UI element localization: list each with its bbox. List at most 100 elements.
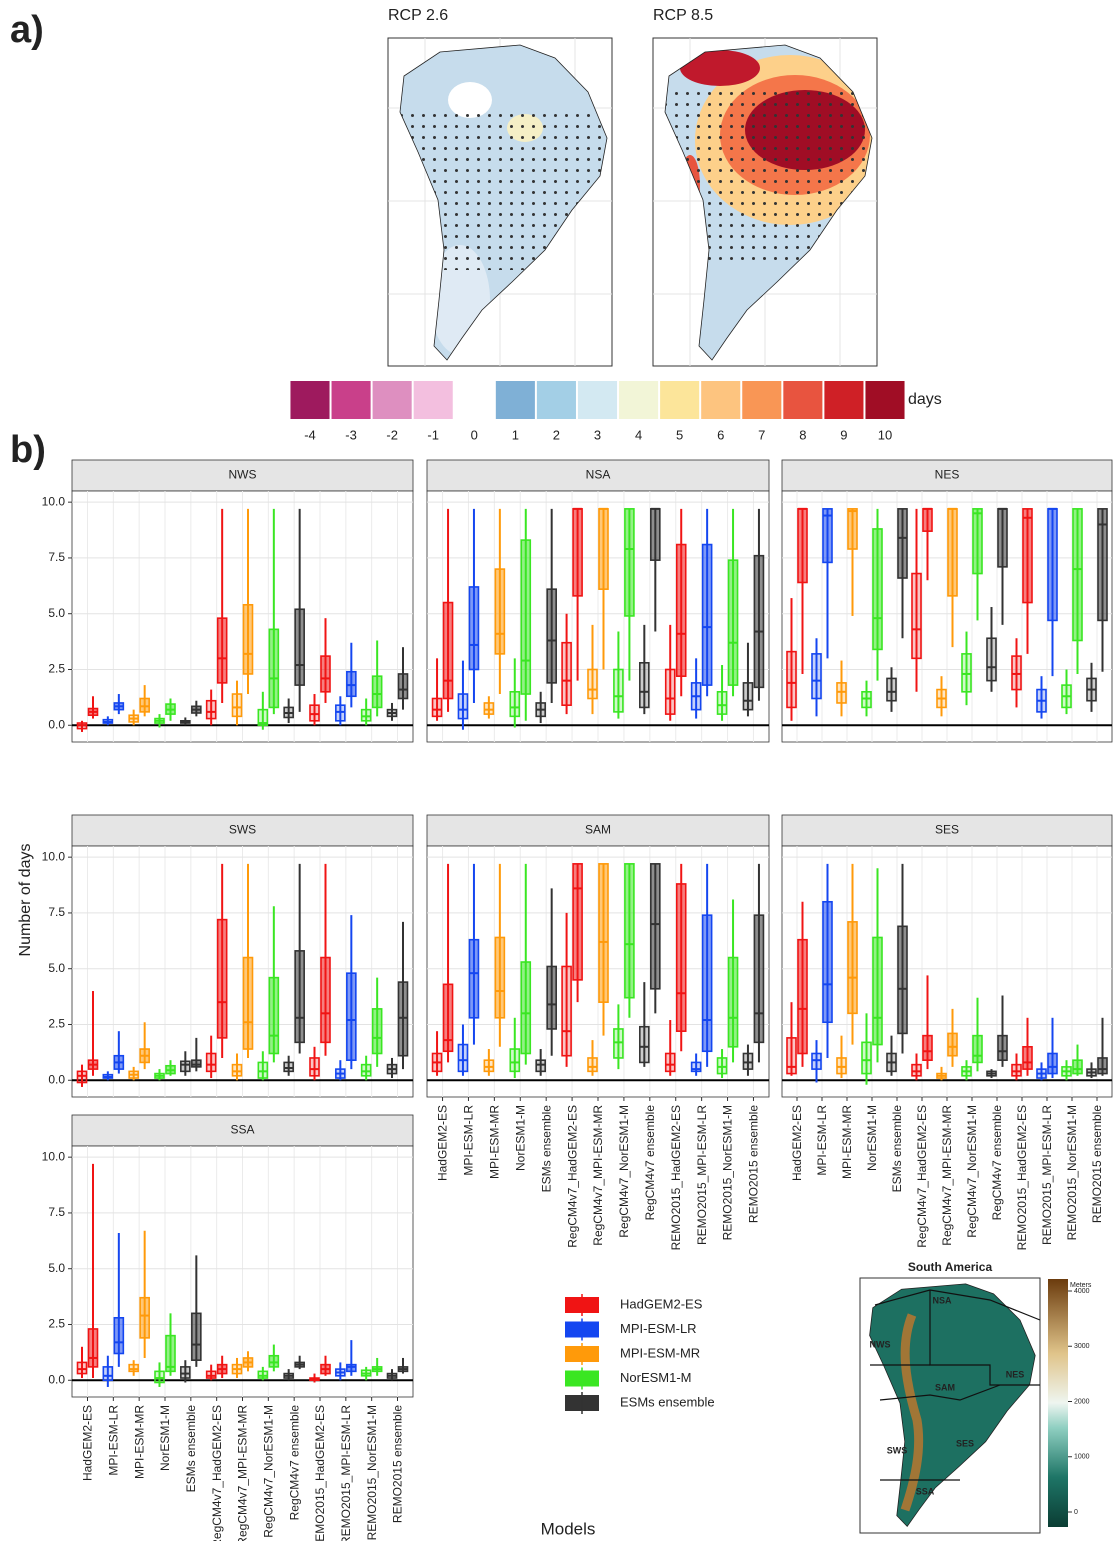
colorbar-label: -3 [345, 427, 357, 442]
map-rcp85 [653, 38, 885, 366]
box [373, 676, 382, 707]
colorbar-label: 2 [553, 427, 560, 442]
box [347, 1365, 356, 1372]
x-tick-label: REMO2015_HadGEM2-ES [669, 1105, 683, 1250]
box [651, 864, 660, 989]
box [666, 1053, 675, 1071]
colorbar-swatch [701, 381, 740, 419]
box [399, 982, 408, 1056]
box [207, 1053, 216, 1071]
box [269, 978, 278, 1054]
box [347, 672, 356, 697]
box [562, 643, 571, 705]
box [1023, 509, 1032, 603]
box [373, 1009, 382, 1054]
x-tick-label: RegCM4v7_NorESM1-M [965, 1105, 979, 1238]
elevation-label: 1000 [1074, 1454, 1090, 1461]
colorbar-swatch [414, 381, 453, 419]
box [510, 1049, 519, 1071]
box [495, 569, 504, 654]
map-rcp26 [388, 38, 612, 366]
box [562, 966, 571, 1055]
colorbar-label: 6 [717, 427, 724, 442]
x-tick-label: RegCM4v7_MPI-ESM-MR [940, 1105, 954, 1246]
box [898, 509, 907, 578]
box [89, 1329, 98, 1367]
x-tick-label: MPI-ESM-LR [462, 1105, 476, 1176]
region-label: NWS [870, 1339, 891, 1349]
elevation-label: 2000 [1074, 1398, 1090, 1405]
colorbar-swatch [578, 381, 617, 419]
elevation-label: 4000 [1074, 1288, 1090, 1295]
box [207, 701, 216, 719]
box [599, 509, 608, 589]
colorbar-label: 1 [512, 427, 519, 442]
box [484, 1060, 493, 1071]
box [458, 694, 467, 719]
box [469, 587, 478, 670]
box [754, 915, 763, 1042]
y-tick-label: 7.5 [48, 905, 65, 919]
y-tick-label: 0.0 [48, 717, 65, 731]
colorbar-swatch [742, 381, 781, 419]
colorbar-label: 4 [635, 427, 642, 442]
box [823, 509, 832, 563]
page: a) b) RCP 2.6 RCP 8.5 days South Americ [0, 0, 1117, 1541]
box [347, 973, 356, 1060]
box [798, 940, 807, 1054]
region-label: NES [1006, 1369, 1025, 1379]
x-tick-label: REMO2015_HadGEM2-ES [313, 1405, 327, 1541]
box [787, 652, 796, 708]
x-tick-label: ESMs ensemble [184, 1405, 198, 1493]
box [269, 1356, 278, 1367]
box [1073, 1060, 1082, 1073]
box [547, 589, 556, 683]
box [923, 509, 932, 531]
box [588, 669, 597, 698]
y-tick-label: 5.0 [48, 1261, 65, 1275]
x-tick-label: RegCM4v7_MPI-ESM-MR [591, 1105, 605, 1246]
box [588, 1058, 597, 1071]
y-tick-label: 0.0 [48, 1372, 65, 1386]
box [1048, 509, 1057, 621]
legend-label: NorESM1-M [620, 1370, 692, 1385]
colorbar-label: -2 [386, 427, 398, 442]
box [444, 984, 453, 1051]
region-label: SWS [887, 1445, 908, 1455]
x-tick-label: RegCM4v7 ensemble [990, 1105, 1004, 1221]
box [362, 1065, 371, 1076]
box [103, 1367, 112, 1380]
box [848, 509, 857, 549]
box [310, 705, 319, 721]
box [640, 663, 649, 708]
box [651, 509, 660, 560]
box [129, 1365, 138, 1372]
facet-title: SSA [230, 1123, 254, 1137]
box [798, 509, 807, 583]
legend-label: MPI-ESM-LR [620, 1321, 697, 1336]
region-label: NSA [932, 1295, 952, 1305]
box [114, 1318, 123, 1354]
box [181, 1061, 190, 1071]
x-tick-label: HadGEM2-ES [436, 1105, 450, 1181]
elevation-label: 0 [1074, 1509, 1078, 1516]
panel-label: a) [10, 9, 44, 51]
box [140, 698, 149, 711]
box [898, 926, 907, 1033]
y-tick-label: 10.0 [42, 494, 66, 508]
x-tick-label: ESMs ensemble [890, 1105, 904, 1193]
box [614, 1029, 623, 1058]
facet-title: NES [935, 468, 960, 482]
colorbar-label: 3 [594, 427, 601, 442]
x-tick-label: RegCM4v7_NorESM1-M [262, 1405, 276, 1538]
colorbar-swatch [783, 381, 822, 419]
box [433, 698, 442, 716]
box [754, 556, 763, 688]
box [823, 902, 832, 1022]
box [1098, 509, 1107, 621]
box [923, 1036, 932, 1061]
x-tick-label: MPI-ESM-MR [132, 1405, 146, 1479]
box [837, 683, 846, 703]
box [258, 1371, 267, 1378]
inset-title: South America [908, 1260, 993, 1274]
